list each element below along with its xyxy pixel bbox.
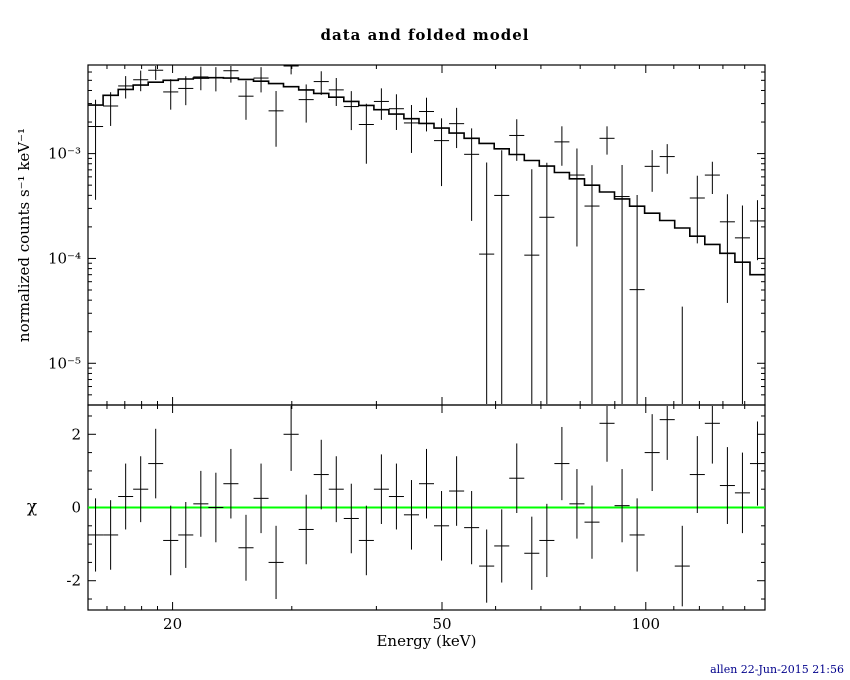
svg-text:-2: -2 [66, 572, 81, 590]
plot-title: data and folded model [320, 26, 530, 44]
y-axis-label-bottom: χ [26, 497, 38, 517]
svg-text:10⁻³: 10⁻³ [48, 145, 81, 163]
y-axis-label-top: normalized counts s⁻¹ keV⁻¹ [15, 127, 33, 343]
svg-text:20: 20 [163, 615, 182, 633]
svg-text:10⁻⁴: 10⁻⁴ [48, 249, 81, 267]
plot-footer-stamp: allen 22-Jun-2015 21:56 [710, 663, 844, 676]
svg-text:10⁻⁵: 10⁻⁵ [48, 354, 81, 372]
svg-text:2: 2 [71, 425, 81, 443]
svg-text:100: 100 [631, 615, 660, 633]
svg-text:50: 50 [432, 615, 451, 633]
x-axis-label: Energy (keV) [376, 632, 477, 650]
svg-text:0: 0 [71, 499, 81, 517]
